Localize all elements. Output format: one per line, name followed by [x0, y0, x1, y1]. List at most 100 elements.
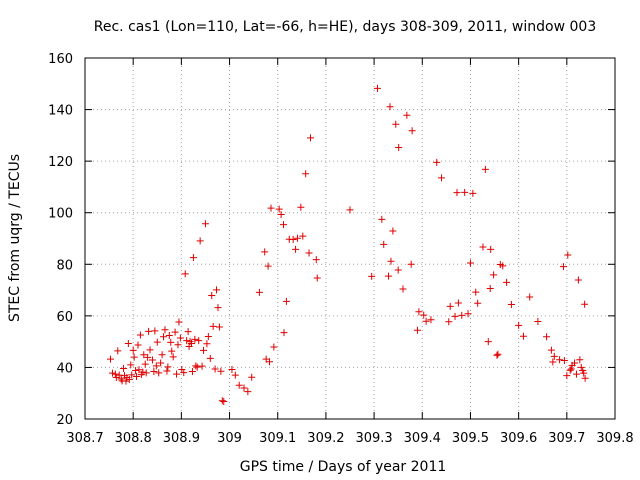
data-point [120, 364, 128, 372]
data-point [204, 332, 212, 340]
data-point [386, 103, 394, 111]
data-point [474, 299, 482, 307]
data-point [164, 363, 172, 371]
data-points [107, 84, 589, 405]
data-point [571, 359, 579, 367]
data-point [305, 249, 313, 257]
data-point [217, 367, 225, 375]
data-point [270, 343, 278, 351]
data-point [111, 370, 119, 378]
data-point [346, 206, 354, 214]
data-point [168, 347, 176, 355]
data-point [178, 365, 186, 373]
data-point [203, 340, 211, 348]
data-point [146, 346, 154, 354]
data-point [267, 204, 275, 212]
data-point [453, 189, 461, 197]
data-point [139, 368, 147, 376]
data-point [293, 234, 301, 242]
data-point [151, 327, 159, 335]
data-point [280, 329, 288, 337]
data-point [547, 346, 555, 354]
data-point [136, 331, 144, 339]
data-point [244, 388, 252, 396]
data-point [228, 365, 236, 373]
x-tick-label: 309 [217, 431, 242, 446]
data-point [494, 350, 502, 358]
data-point [108, 369, 116, 377]
data-point [124, 339, 132, 347]
data-point [407, 260, 415, 268]
data-point [160, 333, 168, 341]
data-point [574, 276, 582, 284]
data-point [503, 278, 511, 286]
data-point [130, 353, 138, 361]
data-point [255, 288, 263, 296]
data-point [534, 318, 542, 326]
data-point [173, 370, 181, 378]
data-point [378, 215, 386, 223]
data-point [472, 288, 480, 296]
data-point [144, 353, 152, 361]
data-point [141, 360, 149, 368]
x-tick-label: 309.8 [596, 431, 633, 446]
data-point [297, 203, 305, 211]
data-point [392, 120, 400, 128]
x-tick-label: 308.8 [115, 431, 152, 446]
data-point [564, 251, 572, 259]
data-point [155, 369, 163, 377]
plot-frame [84, 57, 616, 420]
data-point [184, 328, 192, 336]
data-point [394, 266, 402, 274]
data-point [519, 332, 527, 340]
data-point [395, 143, 403, 151]
data-point [550, 352, 558, 360]
x-tick-label: 309.5 [452, 431, 489, 446]
data-point [135, 366, 143, 374]
data-point [420, 311, 428, 319]
data-point [526, 293, 534, 301]
data-point [385, 272, 393, 280]
data-point [231, 371, 239, 379]
data-point [195, 337, 203, 345]
data-point [408, 127, 416, 135]
x-axis-title: GPS time / Days of year 2011 [240, 459, 447, 475]
y-tick-label: 100 [48, 207, 73, 222]
data-point [313, 274, 321, 282]
data-point [499, 262, 507, 270]
data-point [129, 346, 137, 354]
data-point [134, 341, 142, 349]
data-point [196, 237, 204, 245]
data-point [125, 376, 133, 384]
chart-title: Rec. cas1 (Lon=110, Lat=-66, h=HE), days… [94, 19, 596, 35]
data-point [445, 318, 453, 326]
data-point [122, 377, 130, 385]
data-point [292, 245, 300, 253]
data-point [299, 232, 307, 240]
data-point [209, 322, 217, 330]
data-point [277, 211, 285, 219]
data-point [200, 346, 208, 354]
data-point [433, 158, 441, 166]
x-tick-label: 308.7 [66, 431, 103, 446]
data-point [187, 339, 195, 347]
data-point [581, 300, 589, 308]
data-point [389, 227, 397, 235]
data-point [208, 291, 216, 299]
data-point [415, 308, 423, 316]
data-point [150, 368, 158, 376]
data-point [581, 374, 589, 382]
data-point [486, 285, 494, 293]
data-point [174, 341, 182, 349]
x-tick-label: 309.2 [307, 431, 344, 446]
data-point [427, 316, 435, 324]
data-point [153, 338, 161, 346]
data-point [380, 240, 388, 248]
data-point [133, 372, 141, 380]
data-point [152, 362, 160, 370]
data-point [490, 271, 498, 279]
data-point [461, 188, 469, 196]
data-point [183, 337, 191, 345]
data-point [438, 174, 446, 182]
x-tick-label: 309.7 [548, 431, 585, 446]
